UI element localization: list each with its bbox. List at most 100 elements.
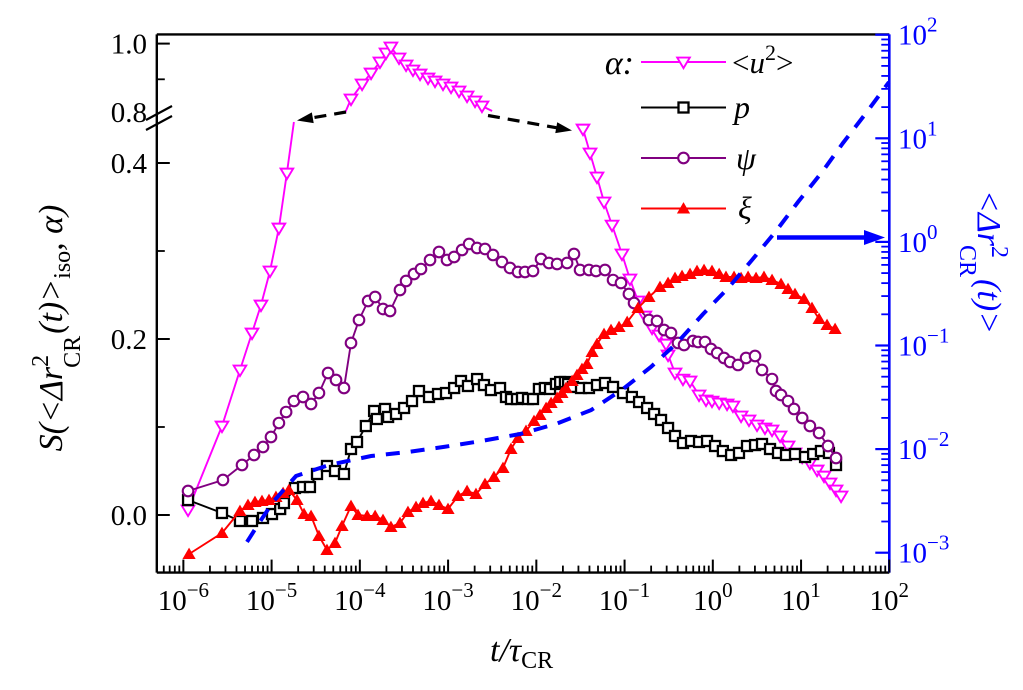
series-xi-marker bbox=[620, 315, 634, 328]
x-tick-label-exponent: 1 bbox=[810, 578, 821, 602]
y-right-title-sup: 2 bbox=[986, 246, 1012, 258]
series-xi-marker bbox=[788, 287, 802, 300]
x-tick-label-exponent: −1 bbox=[628, 578, 650, 602]
series-xi-marker bbox=[712, 267, 726, 279]
series-xi-marker bbox=[233, 504, 247, 517]
legend-label-p: p bbox=[732, 89, 750, 125]
y-right-axis-title: <Δr2 CR(t)> bbox=[954, 190, 1012, 334]
y-left-tick-label: 0.2 bbox=[111, 324, 147, 356]
series-psi-marker bbox=[181, 484, 195, 498]
legend-label-psi: ψ bbox=[736, 140, 757, 176]
series-psi-marker bbox=[312, 386, 326, 400]
series-psi-marker bbox=[755, 363, 769, 377]
x-tick-label: 10−5 bbox=[246, 578, 297, 617]
series-p-marker bbox=[661, 421, 675, 435]
series-p-marker bbox=[215, 506, 229, 520]
series-xi-marker bbox=[451, 489, 465, 501]
y-axis-break-mark bbox=[145, 115, 173, 131]
series-xi-marker bbox=[328, 536, 342, 548]
series-u2-marker bbox=[382, 41, 399, 55]
x-tick-label-base: 10 bbox=[599, 585, 628, 617]
y-right-tick-label-base: 10 bbox=[898, 227, 927, 259]
series-xi-marker bbox=[290, 493, 304, 506]
series-xi-marker bbox=[705, 264, 719, 276]
series-xi-marker bbox=[741, 270, 755, 282]
x-tick-label-base: 10 bbox=[158, 585, 187, 617]
series-psi-marker bbox=[272, 416, 286, 430]
series-psi-marker bbox=[567, 247, 581, 261]
series-psi-marker bbox=[795, 411, 809, 425]
series-xi-marker bbox=[527, 414, 541, 427]
series-u2-marker bbox=[614, 248, 630, 262]
series-xi-marker bbox=[570, 368, 584, 380]
series-u2-marker bbox=[658, 338, 675, 352]
series-msd-line bbox=[245, 80, 891, 543]
x-tick-label-exponent: 0 bbox=[722, 578, 733, 602]
x-axis-title: t/τCR bbox=[490, 632, 553, 674]
series-p-marker bbox=[606, 380, 620, 394]
series-u2-marker bbox=[270, 222, 287, 236]
series-psi-marker bbox=[829, 451, 843, 465]
series-p-marker bbox=[788, 447, 802, 461]
y-left-title-sup: 2 bbox=[28, 355, 54, 367]
series-psi-marker bbox=[256, 440, 270, 454]
series-xi-marker bbox=[642, 290, 656, 303]
y-right-tick-label: 10−1 bbox=[898, 324, 949, 363]
series-xi-marker bbox=[487, 470, 501, 482]
series-xi-marker bbox=[580, 357, 594, 369]
x-tick-label-exponent: −2 bbox=[540, 578, 562, 602]
series-xi-marker bbox=[368, 509, 382, 521]
x-tick-label: 10−4 bbox=[334, 578, 386, 617]
series-p-marker bbox=[732, 446, 746, 460]
series-xi-marker bbox=[590, 337, 604, 350]
series-u2-marker bbox=[343, 93, 359, 107]
series-psi-marker bbox=[216, 473, 230, 487]
x-tick-label-exponent: −3 bbox=[451, 578, 473, 602]
series-p-marker bbox=[277, 496, 291, 510]
y-right-tick-label-exponent: 2 bbox=[927, 13, 938, 37]
legend-sample-marker-xi bbox=[676, 202, 691, 214]
series-p-marker bbox=[447, 381, 461, 395]
x-tick-label: 102 bbox=[870, 578, 910, 617]
y-left-title-sub2: iso bbox=[50, 251, 76, 279]
x-tick-label: 10−6 bbox=[158, 578, 209, 617]
series-p-marker bbox=[461, 379, 475, 393]
series-xi-marker bbox=[409, 500, 423, 512]
x-tick-label-base: 10 bbox=[334, 585, 363, 617]
series-xi-marker bbox=[469, 487, 483, 499]
series-psi-marker bbox=[399, 274, 413, 288]
series-psi-marker bbox=[368, 290, 382, 304]
series-psi-marker bbox=[352, 313, 366, 327]
y-left-tick-label: 1.0 bbox=[111, 29, 147, 61]
y-right-tick-label-base: 10 bbox=[898, 20, 927, 52]
series-psi-marker bbox=[423, 253, 437, 267]
y-left-axis-title: S(<Δr2 CR(t)>iso, α) bbox=[28, 205, 86, 452]
series-xi-marker bbox=[805, 301, 819, 314]
legend-label-xi: ξ bbox=[738, 190, 752, 226]
x-tick-label-base: 10 bbox=[781, 585, 810, 617]
series-xi-marker bbox=[460, 484, 474, 496]
series-psi-marker bbox=[414, 262, 428, 276]
series-xi-marker bbox=[774, 277, 788, 289]
dashed-arrow-right-head bbox=[555, 122, 572, 134]
series-psi-marker bbox=[598, 263, 612, 277]
series-xi-marker bbox=[376, 513, 390, 526]
legend-sample-marker-p bbox=[677, 101, 690, 114]
x-tick-label-exponent: 2 bbox=[899, 578, 910, 602]
y-right-title-p1: <Δr bbox=[970, 190, 1007, 247]
series-u2-marker bbox=[682, 375, 699, 389]
y-right-tick-label: 101 bbox=[898, 116, 938, 155]
series-p-marker bbox=[526, 392, 540, 406]
series-u2-marker bbox=[278, 167, 295, 181]
series-u2-marker bbox=[822, 477, 839, 491]
series-xi-marker bbox=[828, 322, 842, 334]
series-xi-marker bbox=[585, 345, 599, 358]
series-xi-marker bbox=[401, 505, 415, 518]
y-right-tick-label-exponent: 0 bbox=[927, 220, 938, 244]
y-right-tick-label: 100 bbox=[898, 220, 938, 259]
series-psi-marker bbox=[614, 276, 628, 290]
series-xi-marker bbox=[604, 323, 618, 336]
series-xi-marker bbox=[697, 263, 711, 276]
